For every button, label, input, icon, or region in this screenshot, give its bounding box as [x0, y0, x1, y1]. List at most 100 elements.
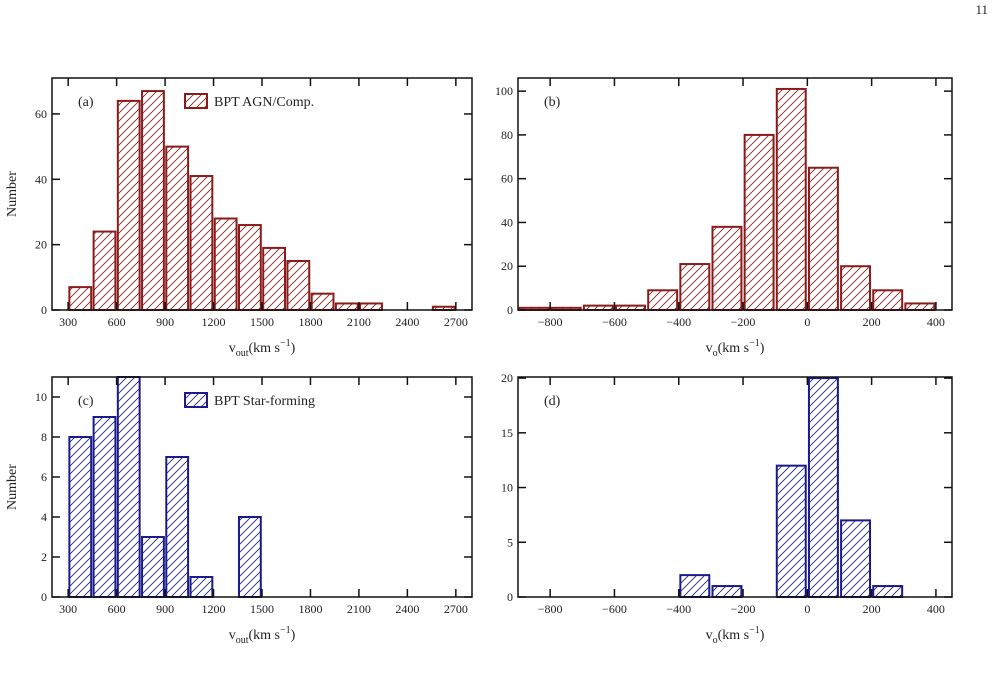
- x-axis-label: vout(km s−1): [229, 625, 296, 646]
- bar: [141, 536, 165, 598]
- x-tick-label: 1500: [250, 602, 274, 616]
- x-label-part: ): [291, 628, 296, 643]
- bar: [840, 265, 872, 311]
- panel: 300 600 900 1200 1500 1800 2100 2400 2700 0 2 4 6 8 10…: [5, 376, 473, 646]
- y-tick-label: 60: [501, 172, 513, 186]
- axes-frame: [517, 77, 953, 311]
- bar: [68, 286, 93, 312]
- x-tick-label: 300: [59, 315, 77, 329]
- x-label-part: ): [760, 341, 765, 356]
- y-tick-label: 0: [41, 303, 47, 317]
- y-tick-label: 0: [507, 590, 513, 604]
- bar: [116, 376, 141, 598]
- x-label-sub: o: [713, 348, 718, 359]
- bar: [310, 292, 335, 311]
- bar: [711, 585, 743, 599]
- y-axis-label: Number: [5, 464, 20, 510]
- bar: [92, 230, 117, 312]
- y-tick-label: 0: [507, 303, 513, 317]
- bar: [807, 166, 839, 311]
- y-tick-label: 0: [41, 590, 47, 604]
- bar: [840, 519, 872, 598]
- panel: −800 −600 −400 −200 0 200 400 0 5 10 15 20 (d) vo(km …: [501, 371, 953, 646]
- y-tick-label: 15: [501, 426, 513, 440]
- bar: [92, 416, 117, 598]
- x-tick-label: −800: [538, 602, 563, 616]
- x-label-part: v: [229, 341, 236, 356]
- y-tick-label: 60: [35, 107, 47, 121]
- x-tick-label: 200: [863, 315, 881, 329]
- bar: [189, 576, 214, 598]
- bar: [872, 585, 904, 599]
- x-tick-label: 2400: [395, 315, 419, 329]
- x-tick-label: 200: [863, 602, 881, 616]
- panel-label: (d): [544, 394, 561, 409]
- legend-label: BPT AGN/Comp.: [214, 95, 314, 110]
- bar: [213, 217, 238, 312]
- bar: [679, 574, 711, 598]
- x-label-part: (km s: [718, 628, 750, 643]
- bar: [165, 456, 190, 598]
- y-tick-label: 80: [501, 128, 513, 142]
- bar: [775, 464, 807, 598]
- x-label-part: ): [760, 628, 765, 643]
- y-axis-label: Number: [5, 171, 20, 217]
- x-label-sup: −1: [280, 338, 291, 349]
- x-label-sub: out: [236, 635, 249, 646]
- x-tick-label: −200: [731, 315, 756, 329]
- x-tick-label: −800: [538, 315, 563, 329]
- x-tick-label: 0: [804, 602, 810, 616]
- bar: [68, 436, 93, 598]
- legend-label: BPT Star-forming: [214, 394, 315, 409]
- page-number: 11: [975, 2, 988, 17]
- panel: −800 −600 −400 −200 0 200 400 0 20 40 60 80 100 (b) vo…: [495, 77, 953, 359]
- legend-swatch: [184, 93, 208, 109]
- y-tick-label: 10: [35, 390, 47, 404]
- x-tick-label: 1200: [202, 602, 226, 616]
- x-label-sub: out: [236, 348, 249, 359]
- bar: [872, 289, 904, 311]
- x-tick-label: −400: [666, 315, 691, 329]
- bar: [286, 259, 311, 311]
- x-label-part: (km s: [718, 341, 750, 356]
- y-tick-label: 8: [41, 430, 47, 444]
- x-axis-label: vo(km s−1): [706, 338, 765, 359]
- x-axis-label: vo(km s−1): [706, 625, 765, 646]
- x-label-part: (km s: [248, 628, 280, 643]
- bar: [647, 289, 679, 311]
- bar: [679, 263, 711, 312]
- x-label-part: v: [229, 628, 236, 643]
- x-tick-label: 600: [108, 602, 126, 616]
- y-tick-label: 2: [41, 550, 47, 564]
- axes-frame: [517, 376, 953, 598]
- x-label-sup: −1: [749, 625, 760, 636]
- bar: [262, 246, 287, 312]
- x-tick-label: 0: [804, 315, 810, 329]
- bar: [237, 516, 262, 598]
- panel: 300 600 900 1200 1500 1800 2100 2400 2700 0 20 40 60…: [5, 77, 473, 359]
- bar: [165, 145, 190, 311]
- y-tick-label: 5: [507, 535, 513, 549]
- panel-label: (b): [544, 95, 561, 110]
- bar: [116, 99, 141, 311]
- x-tick-label: 2700: [444, 602, 468, 616]
- x-tick-label: 2700: [444, 315, 468, 329]
- y-tick-label: 40: [501, 215, 513, 229]
- y-tick-label: 20: [501, 371, 513, 385]
- panel-label: (a): [78, 95, 94, 110]
- x-tick-label: 400: [927, 315, 945, 329]
- x-tick-label: 2100: [347, 315, 371, 329]
- bar: [237, 224, 262, 311]
- y-tick-label: 40: [35, 172, 47, 186]
- x-label-part: v: [706, 341, 713, 356]
- x-label-part: ): [291, 341, 296, 356]
- x-tick-label: −400: [666, 602, 691, 616]
- x-tick-label: 600: [108, 315, 126, 329]
- x-tick-label: 2400: [395, 602, 419, 616]
- y-tick-label: 20: [35, 238, 47, 252]
- x-tick-label: 900: [156, 315, 174, 329]
- x-tick-label: 900: [156, 602, 174, 616]
- x-tick-label: 400: [927, 602, 945, 616]
- x-tick-label: −600: [602, 315, 627, 329]
